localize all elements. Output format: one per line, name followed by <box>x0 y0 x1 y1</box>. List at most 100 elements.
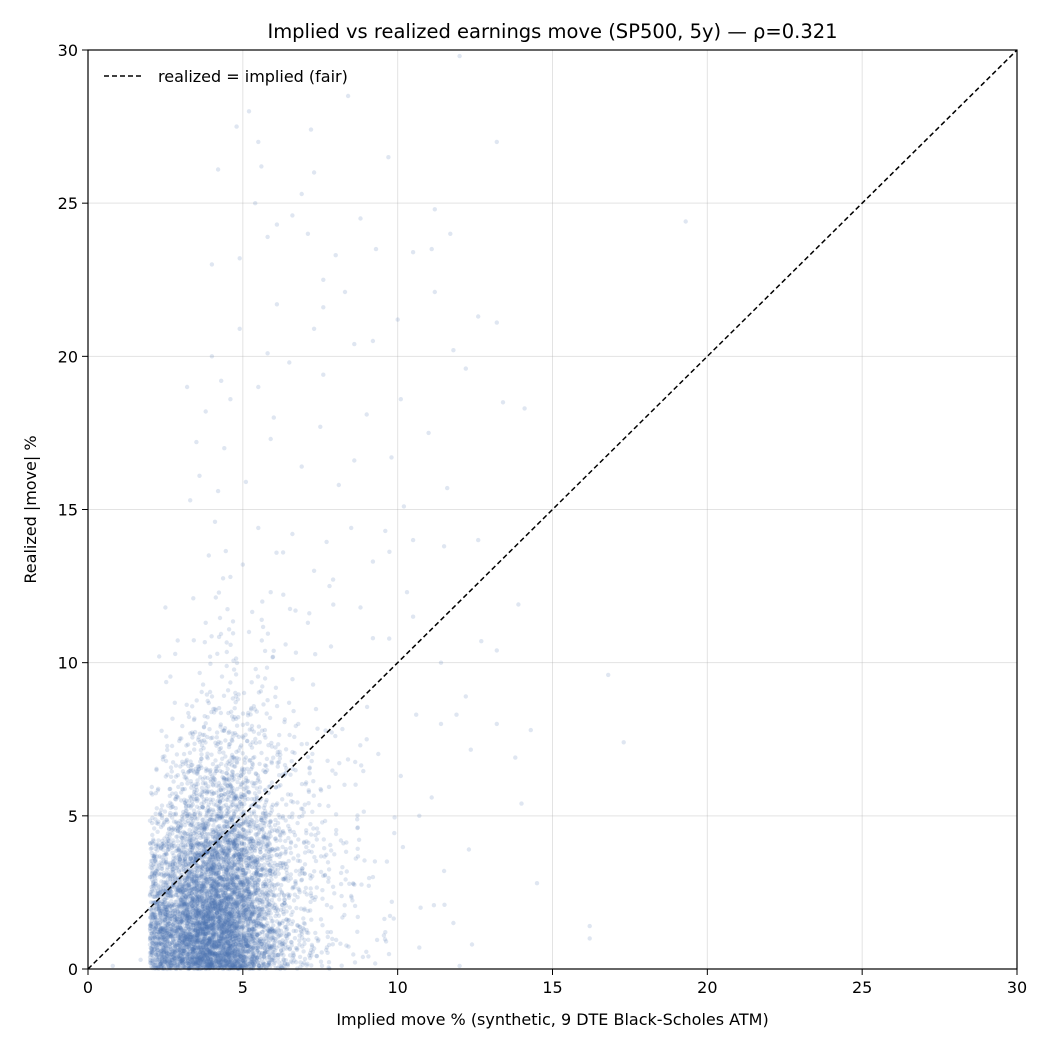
scatter-point <box>342 782 347 787</box>
scatter-point <box>240 832 245 837</box>
scatter-point <box>249 933 254 939</box>
scatter-point <box>205 775 210 781</box>
scatter-point <box>211 884 216 889</box>
scatter-point <box>441 544 447 549</box>
scatter-point <box>203 943 209 948</box>
scatter-point <box>296 721 301 727</box>
scatter-point <box>343 877 348 882</box>
scatter-point <box>288 959 293 964</box>
scatter-point <box>233 764 238 769</box>
scatter-point <box>269 780 275 785</box>
scatter-point <box>279 942 284 947</box>
scatter-point <box>271 415 276 420</box>
scatter-point <box>287 953 293 958</box>
scatter-point <box>438 660 444 665</box>
scatter-point <box>163 758 169 764</box>
scatter-point <box>338 941 343 946</box>
scatter-point <box>258 837 263 842</box>
scatter-point <box>224 903 230 908</box>
scatter-point <box>230 950 235 955</box>
scatter-point <box>174 834 179 839</box>
scatter-point <box>225 867 230 872</box>
scatter-point <box>168 916 173 922</box>
scatter-point <box>257 789 262 795</box>
scatter-point <box>219 674 225 679</box>
scatter-point <box>158 963 163 969</box>
scatter-point <box>226 742 232 747</box>
scatter-point <box>242 942 247 947</box>
scatter-point <box>273 694 278 700</box>
scatter-point <box>290 213 295 218</box>
scatter-point <box>221 957 226 963</box>
scatter-point <box>358 216 363 221</box>
scatter-point <box>203 620 208 625</box>
scatter-point <box>203 931 209 937</box>
scatter-point <box>221 869 227 874</box>
scatter-point <box>358 743 363 748</box>
scatter-point <box>300 813 305 819</box>
scatter-point <box>293 650 299 655</box>
scatter-point <box>211 943 217 948</box>
scatter-point <box>318 869 324 875</box>
scatter-point <box>218 938 224 944</box>
scatter-point <box>197 670 202 676</box>
scatter-point <box>262 676 268 681</box>
scatter-point <box>217 894 222 899</box>
scatter-point <box>155 947 160 953</box>
scatter-point <box>255 948 260 954</box>
scatter-point <box>158 950 163 955</box>
scatter-point <box>213 845 219 850</box>
scatter-point <box>195 901 200 906</box>
scatter-point <box>294 947 300 952</box>
scatter-point <box>417 945 422 950</box>
scatter-point <box>291 898 297 903</box>
scatter-point <box>333 831 339 837</box>
scatter-point <box>265 351 270 356</box>
scatter-point <box>165 920 170 925</box>
scatter-point <box>386 951 392 957</box>
scatter-point <box>359 882 364 887</box>
scatter-point <box>352 903 358 909</box>
scatter-point <box>256 525 261 531</box>
scatter-point <box>171 812 176 817</box>
scatter-point <box>285 792 291 797</box>
scatter-point <box>339 893 344 899</box>
scatter-point <box>245 822 250 828</box>
scatter-point <box>268 873 273 879</box>
scatter-point <box>199 752 204 757</box>
scatter-point <box>260 684 265 689</box>
scatter-point <box>185 863 190 869</box>
scatter-point <box>148 841 153 846</box>
scatter-point <box>230 919 235 924</box>
scatter-point <box>208 914 214 919</box>
scatter-point <box>202 640 207 645</box>
scatter-point <box>187 750 193 755</box>
scatter-point <box>246 829 251 834</box>
scatter-point <box>316 937 321 942</box>
scatter-point <box>231 667 237 672</box>
scatter-point <box>382 937 388 942</box>
scatter-point <box>262 727 268 733</box>
scatter-point <box>621 740 626 745</box>
scatter-point <box>213 758 218 763</box>
scatter-point <box>448 231 453 236</box>
scatter-point <box>215 488 221 494</box>
scatter-point <box>211 829 216 835</box>
scatter-point <box>172 960 178 965</box>
scatter-point <box>332 891 337 896</box>
scatter-point <box>372 859 378 864</box>
scatter-point <box>249 838 254 844</box>
scatter-point <box>249 926 255 932</box>
scatter-point <box>230 631 236 636</box>
scatter-point <box>438 721 444 727</box>
scatter-point <box>457 53 462 59</box>
scatter-point <box>468 747 473 752</box>
scatter-point <box>264 665 270 670</box>
scatter-point <box>193 945 198 951</box>
scatter-point <box>181 931 187 936</box>
scatter-point <box>494 139 499 145</box>
scatter-point <box>239 898 244 903</box>
scatter-point <box>233 935 239 940</box>
scatter-point <box>208 899 213 904</box>
scatter-point <box>254 818 259 824</box>
